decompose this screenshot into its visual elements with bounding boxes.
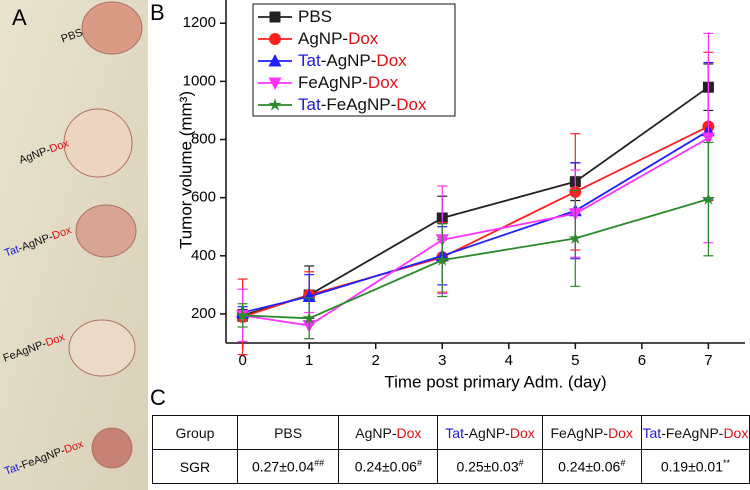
marker: [568, 231, 582, 245]
legend-label: PBS: [298, 7, 332, 26]
cell-significance: ##: [314, 458, 325, 469]
x-tick-label: 6: [638, 352, 646, 369]
text-segment: Tat: [642, 424, 662, 441]
table-cell: 0.27±0.04##: [236, 449, 340, 484]
cell-significance: **: [723, 458, 731, 469]
cell-value: 0.25±0.03: [456, 458, 519, 475]
y-tick-label: 800: [191, 130, 216, 147]
table-header-cell: FeAgNP-Dox: [541, 415, 642, 450]
text-segment: Dox: [396, 95, 427, 114]
x-tick-label: 3: [438, 352, 446, 369]
x-tick-label: 0: [238, 352, 246, 369]
text-segment: Tat: [3, 461, 21, 477]
text-segment: Tat: [298, 51, 321, 70]
panel-label: B: [150, 0, 165, 25]
text-segment: -AgNP-: [463, 424, 510, 441]
text-segment: Dox: [509, 424, 535, 441]
text-segment: FeAgNP-: [550, 424, 609, 441]
text-segment: Dox: [396, 424, 422, 441]
marker: [269, 33, 281, 45]
x-axis-label: Time post primary Adm. (day): [384, 372, 606, 391]
series-line: [242, 86, 709, 317]
marker: [701, 192, 716, 205]
x-tick-label: 5: [571, 352, 579, 369]
table-cell: 0.24±0.06#: [541, 449, 642, 484]
cell-value: 0.27±0.04: [251, 458, 315, 475]
legend-label: Tat-AgNP-Dox: [298, 51, 407, 70]
marker: [269, 11, 281, 23]
y-tick-label: 200: [191, 305, 216, 322]
text-segment: Tat: [445, 424, 464, 441]
table-cell: 0.24±0.06#: [338, 449, 439, 484]
text-segment: Group: [175, 424, 215, 441]
tumor-photos: [63, 1, 143, 469]
text-segment: -FeAgNP-: [661, 424, 724, 441]
table-header-cell: Group: [152, 415, 238, 450]
x-tick-label: 7: [704, 352, 712, 369]
y-tick-label: 1200: [183, 14, 216, 31]
text-segment: AgNP-: [355, 424, 397, 441]
marker: [302, 311, 316, 324]
cell-significance: #: [416, 458, 422, 469]
text-segment: -AgNP-: [321, 51, 377, 70]
text-segment: Tat: [3, 243, 21, 259]
x-tick-label: 2: [372, 352, 380, 369]
table-cell: 0.25±0.03#: [437, 449, 543, 484]
x-tick-label: 1: [305, 352, 313, 369]
panel-label: A: [12, 5, 27, 30]
text-segment: Dox: [608, 424, 633, 441]
series-line: [242, 130, 709, 314]
text-segment: Dox: [348, 29, 379, 48]
marker: [268, 54, 282, 67]
cell-significance: #: [518, 458, 524, 469]
text-segment: -FeAgNP-: [321, 95, 397, 114]
marker: [268, 77, 282, 90]
marker: [268, 98, 282, 111]
table-header-row: Group PBS AgNP-Dox Tat-AgNP-Dox FeAgNP-Dox Ta…: [152, 415, 750, 450]
table-cell: SGR: [152, 449, 238, 484]
marker: [302, 289, 316, 302]
text-segment: Dox: [368, 73, 399, 92]
cell-value: SGR: [179, 458, 211, 475]
text-segment: PBS: [298, 7, 332, 26]
text-segment: Tat: [298, 95, 321, 114]
table-header-cell: Tat-AgNP-Dox: [437, 415, 543, 450]
text-segment: Dox: [723, 424, 749, 441]
y-tick-label: 1000: [183, 72, 216, 89]
text-segment: PBS: [274, 424, 303, 441]
cell-significance: #: [620, 458, 626, 469]
x-tick-label: 4: [505, 352, 513, 369]
marker: [435, 253, 449, 266]
legend-label: AgNP-Dox: [298, 29, 379, 48]
panel-label: C: [150, 385, 166, 410]
series-line: [242, 125, 709, 318]
legend-box: [252, 3, 456, 117]
text-segment: Dox: [376, 51, 407, 70]
text-segment: AgNP-: [298, 29, 348, 48]
cell-value: 0.24±0.06: [558, 458, 621, 475]
marker: [701, 132, 715, 146]
y-tick-label: 600: [191, 189, 216, 206]
legend-label: FeAgNP-Dox: [298, 73, 399, 92]
sgr-table: Group PBS AgNP-Dox Tat-AgNP-Dox FeAgNP-Dox Ta…: [152, 415, 750, 484]
table-cell: 0.19±0.01**: [640, 449, 750, 484]
y-tick-label: 400: [191, 247, 216, 264]
table-row: SGR 0.27±0.04## 0.24±0.06# 0.25±0.03# 0.24±0…: [152, 449, 750, 484]
table-header-cell: Tat-FeAgNP-Dox: [640, 415, 750, 450]
cell-value: 0.19±0.01: [660, 458, 724, 475]
cell-value: 0.24±0.06: [354, 458, 417, 475]
text-segment: FeAgNP-: [298, 73, 368, 92]
table-header-cell: PBS: [236, 415, 340, 450]
legend-label: Tat-FeAgNP-Dox: [298, 95, 427, 114]
y-axis-label: Tumor volume (mm³): [176, 91, 195, 249]
marker: [235, 308, 250, 322]
table-header-cell: AgNP-Dox: [338, 415, 439, 450]
